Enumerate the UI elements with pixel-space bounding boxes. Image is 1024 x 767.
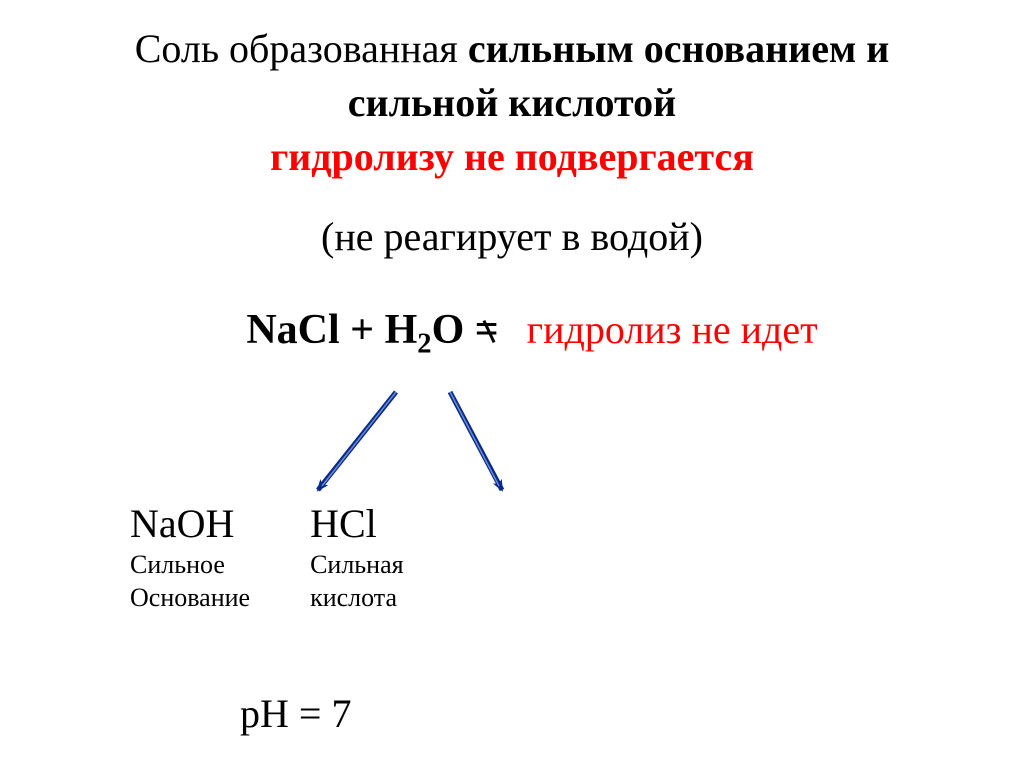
title-line-1: Соль образованная сильным основанием и xyxy=(40,22,984,76)
product-desc-2: кислота xyxy=(310,582,404,613)
arrow-svg xyxy=(300,386,560,506)
arrow-left-hl xyxy=(322,392,396,486)
equation-lhs: NaCl + H2O xyxy=(246,307,464,353)
product-desc-1: Сильное xyxy=(130,549,250,580)
title-plain: Соль образованная xyxy=(135,26,468,71)
product-hcl: HCl Сильная кислота xyxy=(310,500,404,613)
title-line-2: сильной кислотой xyxy=(40,76,984,130)
product-desc-1: Сильная xyxy=(310,549,404,580)
products: NaOH Сильное Основание HCl Сильная кисло… xyxy=(130,500,404,613)
arrows xyxy=(300,386,560,506)
product-desc-2: Основание xyxy=(130,582,250,613)
equation-row: NaCl + H2O = гидролиз не идет xyxy=(40,306,984,360)
arrow-right-hl xyxy=(450,392,499,486)
title-paren: (не реагирует в водой) xyxy=(40,210,984,264)
title-line-3: гидролизу не подвергается xyxy=(40,130,984,184)
product-formula: NaOH xyxy=(130,500,250,547)
product-naoh: NaOH Сильное Основание xyxy=(130,500,250,613)
equation: NaCl + H2O = xyxy=(246,306,498,360)
title-bold-1: сильным основанием и xyxy=(468,26,889,71)
hydrolysis-note: гидролиз не идет xyxy=(527,306,818,353)
product-formula: HCl xyxy=(310,500,404,547)
ph-value: pH = 7 xyxy=(240,690,351,737)
neq-symbol: = xyxy=(475,306,499,354)
